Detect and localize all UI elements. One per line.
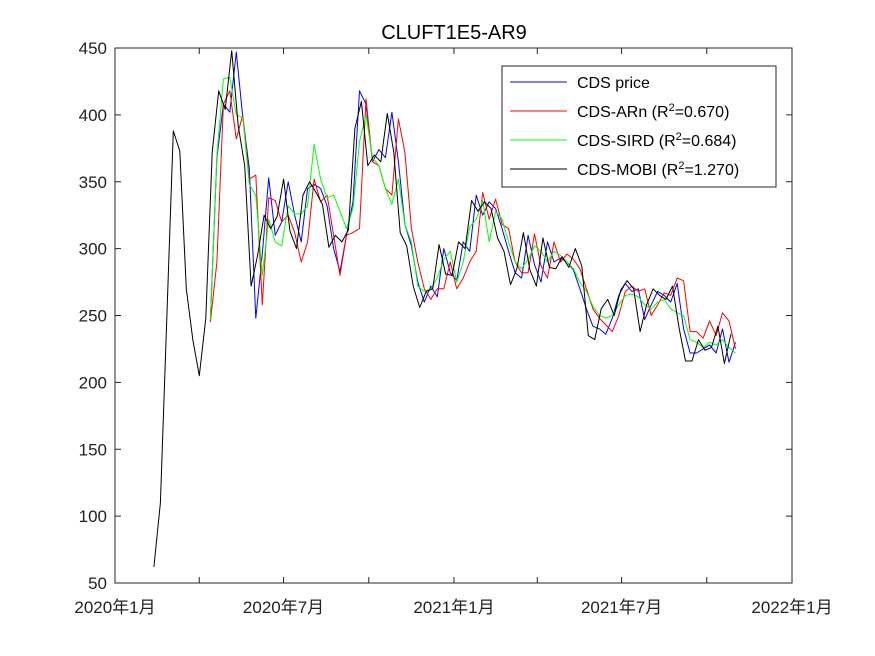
axis-ticks: 50 100 150 200 250 300 350 400 450 2020年1月 2020年7月… [74, 39, 832, 617]
x-tick-label: 2020年1月 [74, 598, 155, 617]
y-tick-label: 250 [79, 307, 107, 326]
legend-entry: CDS-ARn (R2=0.670) [577, 102, 729, 121]
legend-entry: CDS-SIRD (R2=0.684) [577, 131, 737, 150]
chart-title: CLUFT1E5-AR9 [381, 22, 527, 44]
y-tick-label: 150 [79, 440, 107, 459]
x-tick-label: 2021年1月 [413, 598, 494, 617]
y-tick-label: 100 [79, 507, 107, 526]
y-tick-label: 400 [79, 106, 107, 125]
y-tick-label: 350 [79, 173, 107, 192]
legend-entry: CDS-MOBI (R2=1.270) [577, 160, 739, 179]
x-tick-label: 2020年7月 [243, 598, 324, 617]
y-tick-label: 50 [88, 574, 107, 593]
series-line-cds-mobi [153, 50, 732, 568]
y-tick-label: 450 [79, 39, 107, 58]
y-tick-label: 200 [79, 373, 107, 392]
legend-entry: CDS price [577, 75, 650, 92]
x-tick-label: 2022年1月 [751, 598, 832, 617]
series-line-cds-sird [209, 76, 736, 354]
legend-box [501, 65, 777, 188]
x-tick-label: 2021年7月 [581, 598, 662, 617]
y-tick-label: 300 [79, 240, 107, 259]
legend: CDS price CDS-ARn (R2=0.670) CDS-SIRD (R2=… [501, 65, 777, 188]
plot-area [153, 50, 736, 568]
